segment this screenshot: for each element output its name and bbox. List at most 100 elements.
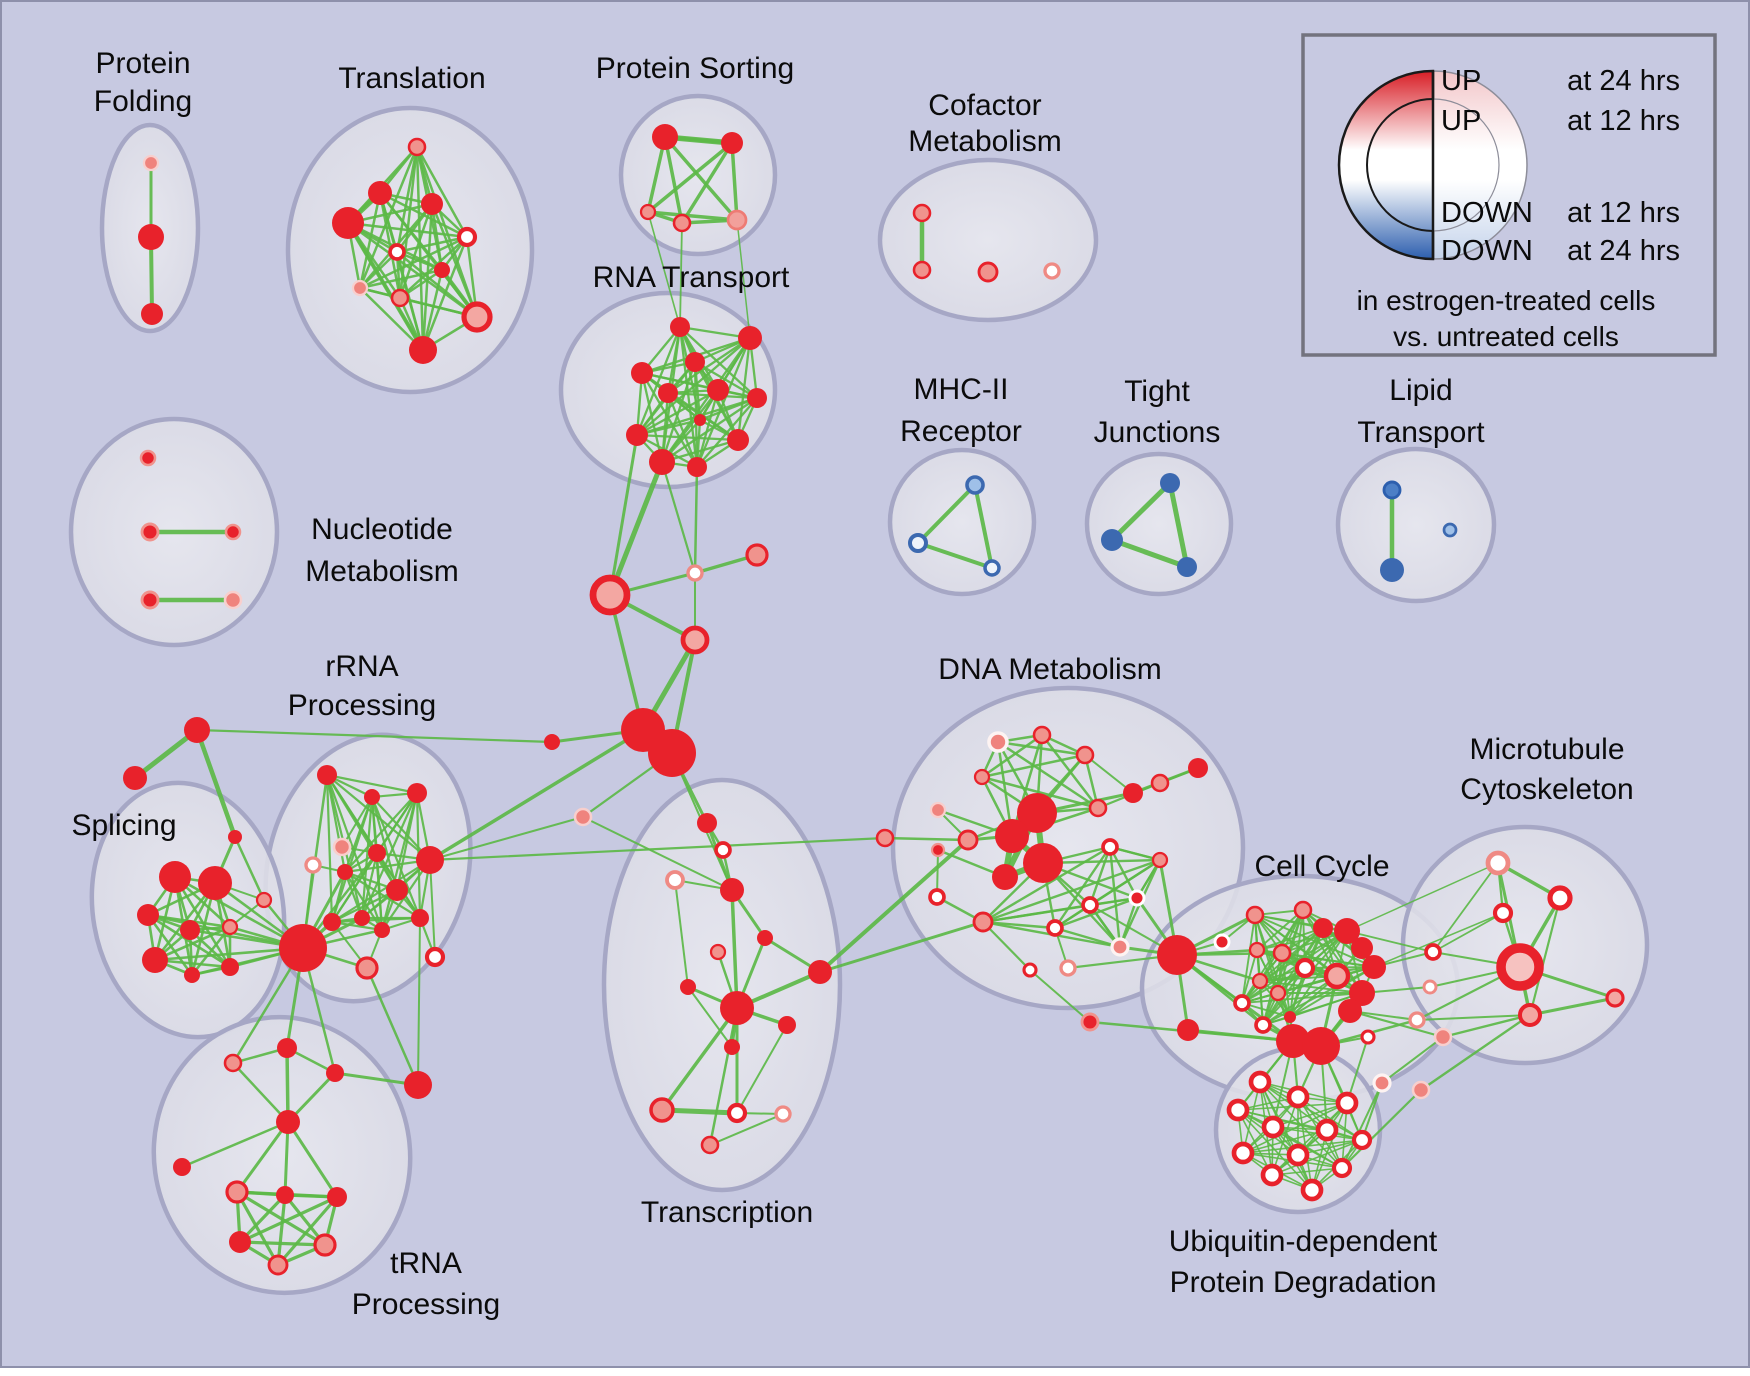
- network-node-mt5: [1518, 1003, 1542, 1027]
- network-edge: [1088, 845, 1112, 907]
- network-edge: [666, 391, 699, 469]
- network-edge: [981, 858, 1162, 924]
- cluster-label-tight-junctions-line1: Tight: [1124, 375, 1190, 408]
- network-edge: [1311, 1102, 1348, 1191]
- network-edge: [1416, 1014, 1531, 1021]
- network-node-x3: [665, 870, 685, 890]
- cluster-label-cofactor-metabolism-line2: Metabolism: [908, 125, 1061, 158]
- network-edge: [736, 219, 751, 339]
- cluster-label-lipid-transport-line2: Transport: [1357, 416, 1485, 449]
- network-edge: [346, 221, 479, 319]
- network-node-x6: [709, 943, 727, 961]
- network-node-x1: [697, 813, 717, 833]
- network-node-cm4: [1043, 262, 1061, 280]
- legend-down-24-label: DOWN: [1441, 235, 1533, 267]
- network-node-nm4: [140, 590, 160, 610]
- network-node-cc6: [1362, 955, 1386, 979]
- network-edge: [429, 859, 436, 958]
- network-node-nm2: [140, 522, 160, 542]
- network-node-t5: [456, 226, 478, 248]
- network-node-tr3: [326, 1064, 344, 1082]
- network-node-ch3: [589, 574, 631, 616]
- network-node-lt3: [1442, 522, 1458, 538]
- network-edge: [430, 202, 444, 272]
- network-node-cm2: [912, 260, 932, 280]
- network-node-d15: [928, 888, 946, 906]
- network-edge: [1241, 967, 1306, 1004]
- network-node-x4: [720, 878, 744, 902]
- network-node-mt3: [1492, 902, 1514, 924]
- network-node-tr5: [276, 1110, 300, 1134]
- cluster-label-trna-processing-line1: tRNA: [390, 1247, 462, 1280]
- network-node-s7: [184, 967, 200, 983]
- network-edge: [635, 325, 682, 437]
- network-node-d2: [1032, 725, 1052, 745]
- cluster-label-mhc-ii-receptor-line2: Receptor: [900, 415, 1022, 448]
- network-node-tj1: [1160, 473, 1180, 493]
- network-edge: [916, 483, 977, 545]
- network-edge: [1109, 480, 1173, 543]
- network-node-ps2: [721, 132, 743, 154]
- network-node-x10: [778, 1016, 796, 1034]
- network-edge: [194, 727, 238, 840]
- network-edge: [365, 966, 420, 1087]
- network-node-r4: [332, 837, 352, 857]
- network-node-tr10: [229, 1231, 251, 1253]
- network-edge: [146, 913, 232, 969]
- network-edge: [608, 433, 639, 597]
- network-node-u4: [1226, 1098, 1250, 1122]
- network-edge: [358, 286, 425, 352]
- network-edge: [818, 920, 985, 974]
- network-node-rt6: [707, 379, 729, 401]
- network-node-r3: [407, 783, 427, 803]
- network-node-x9: [720, 991, 754, 1025]
- network-edge: [981, 845, 1112, 924]
- network-edge: [666, 336, 752, 395]
- network-node-cc2: [1293, 900, 1313, 920]
- network-node-u11: [1331, 1157, 1353, 1179]
- network-node-cc3: [1313, 918, 1333, 938]
- network-node-d24: [1150, 773, 1170, 793]
- cluster-label-microtubule-cytoskeleton-line2: Cytoskeleton: [1460, 773, 1633, 806]
- legend-down-12-label: DOWN: [1441, 197, 1533, 229]
- network-node-d3: [1075, 745, 1095, 765]
- cluster-label-microtubule-cytoskeleton-line1: Microtubule: [1469, 733, 1624, 766]
- network-edge: [346, 221, 425, 352]
- network-node-d1: [987, 731, 1009, 753]
- network-node-ubb2: [1411, 1080, 1431, 1100]
- network-edge: [325, 773, 419, 795]
- network-edge: [1271, 1139, 1363, 1176]
- legend-up-24-time: at 24 hrs: [1567, 65, 1680, 97]
- network-node-cc18: [1177, 1019, 1199, 1041]
- network-node-pf3: [141, 303, 163, 325]
- network-node-cc10: [1323, 962, 1351, 990]
- network-node-sp_c: [228, 830, 242, 844]
- network-edge: [680, 141, 734, 225]
- network-edge: [916, 541, 994, 570]
- network-node-t8: [351, 279, 369, 297]
- network-node-ps5: [726, 209, 748, 231]
- network-edge: [276, 1195, 339, 1267]
- network-edge: [1237, 1109, 1363, 1141]
- network-node-u1: [1248, 1070, 1272, 1094]
- network-node-cc14: [1269, 984, 1287, 1002]
- legend-up-12-time: at 12 hrs: [1567, 105, 1680, 137]
- network-edge: [276, 1193, 287, 1267]
- network-edge: [660, 460, 697, 575]
- cluster-label-ubiquitin-degradation-line2: Protein Degradation: [1170, 1266, 1437, 1299]
- network-edge: [1029, 969, 1091, 1023]
- cluster-label-rrna-processing-line1: rRNA: [325, 650, 398, 683]
- network-node-cc7: [1248, 941, 1266, 959]
- network-edge: [343, 870, 364, 920]
- network-edge: [883, 836, 970, 842]
- network-node-r8: [416, 846, 444, 874]
- network-node-d6: [1123, 783, 1143, 803]
- network-node-ch1: [686, 564, 704, 582]
- network-node-cc16: [1254, 1016, 1272, 1034]
- network-edge: [1186, 1028, 1295, 1043]
- network-node-u2: [1286, 1085, 1310, 1109]
- network-edge: [190, 925, 232, 977]
- legend-circle-inner-left: [1366, 97, 1434, 233]
- network-node-d9: [995, 819, 1029, 853]
- network-edge: [693, 465, 699, 575]
